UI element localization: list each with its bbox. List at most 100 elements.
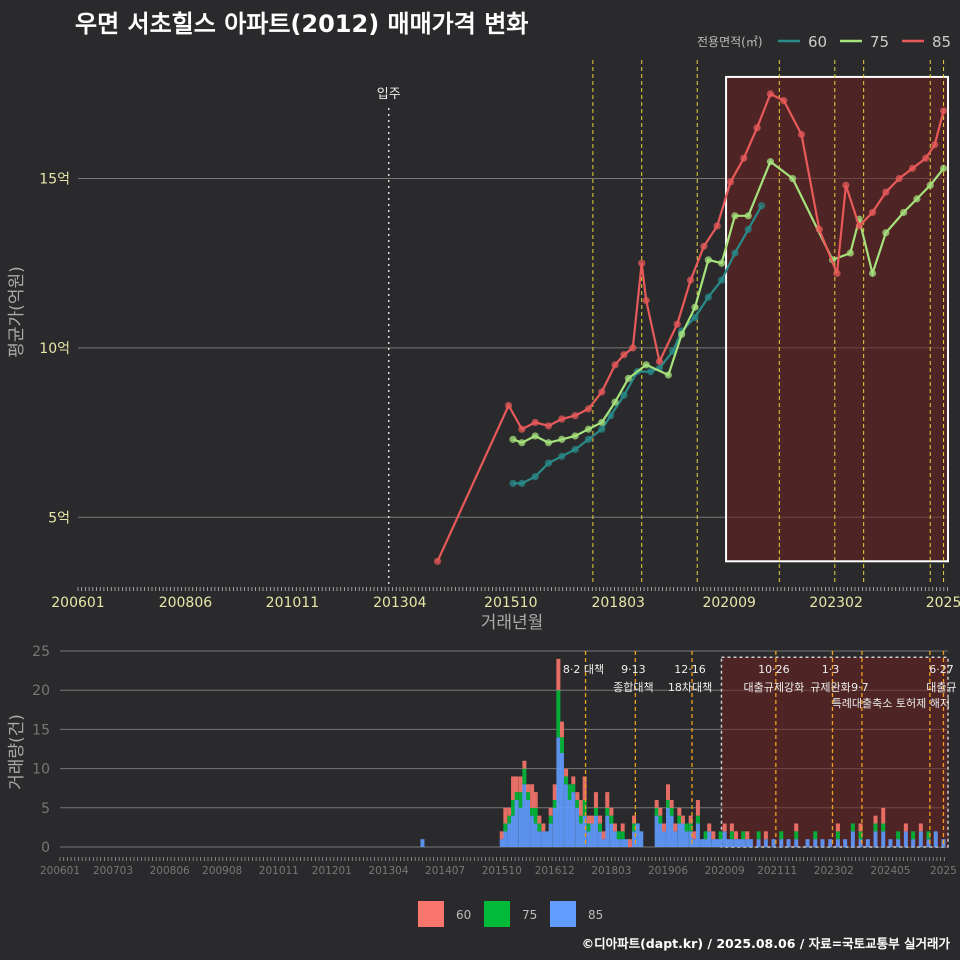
volume-y-tick-label: 25 (32, 644, 50, 660)
volume-bar-85 (590, 823, 595, 847)
data-point-60 (731, 249, 739, 257)
y-tick-label: 15억 (39, 172, 70, 188)
volume-bar-75 (835, 831, 840, 840)
data-point-75 (718, 259, 726, 267)
volume-bar-85 (586, 831, 591, 847)
volume-y-tick-label: 20 (32, 683, 50, 699)
footer-credit: ©디아파트(dapt.kr) / 2025.08.06 / 자료=국토교통부 실… (581, 936, 950, 951)
data-point-60 (757, 202, 766, 210)
volume-bar-60 (733, 831, 738, 840)
volume-bar-60 (903, 823, 908, 832)
data-point-75 (509, 435, 517, 443)
volume-bar-60 (590, 815, 595, 824)
data-point-60 (531, 473, 539, 481)
volume-bar-85 (711, 839, 716, 847)
volume-y-tick-label: 10 (32, 762, 50, 778)
volume-bar-85 (828, 839, 833, 847)
volume-bar-75 (873, 823, 878, 832)
volume-bar-75 (609, 815, 614, 824)
data-point-85 (655, 357, 664, 366)
volume-bar-60 (511, 776, 516, 800)
volume-bar-60 (499, 831, 504, 840)
volume-bar-60 (620, 823, 625, 832)
x-tick-label: 202009 (702, 595, 755, 611)
volume-bar-85 (794, 839, 799, 847)
volume-bar-60 (571, 776, 576, 785)
volume-bar-75 (548, 815, 553, 824)
data-point-85 (833, 269, 841, 277)
volume-bar-60 (556, 658, 561, 691)
data-point-85 (686, 276, 695, 284)
data-point-85 (673, 320, 681, 328)
volume-x-tick-label: 200806 (150, 865, 190, 877)
volume-bar-85 (850, 831, 855, 847)
data-point-60 (607, 412, 615, 420)
volume-bar-85 (805, 839, 810, 847)
volume-bar-75 (559, 737, 564, 753)
price-series (433, 90, 948, 565)
x-tick-label: 200806 (159, 595, 213, 611)
volume-bar-85 (888, 839, 893, 847)
volume-bar-85 (613, 831, 617, 847)
volume-bar-60 (673, 823, 678, 832)
data-point-75 (691, 303, 699, 311)
volume-bar-85 (733, 839, 738, 847)
data-point-75 (882, 229, 890, 237)
volume-bar-85 (632, 831, 637, 847)
highlight-box (725, 75, 949, 563)
volume-bar-85 (661, 831, 666, 847)
volume-bar-60 (598, 815, 603, 824)
data-point-85 (433, 557, 442, 565)
volume-x-tick-label: 202009 (705, 865, 745, 877)
volume-bar-85 (843, 839, 848, 847)
data-point-60 (620, 391, 628, 399)
data-point-60 (518, 479, 526, 487)
policy-sublabel: 18차대책 (668, 681, 712, 694)
volume-legend-label-85: 85 (588, 908, 603, 922)
volume-bar-85 (699, 839, 704, 847)
volume-bar-60 (666, 784, 671, 800)
x-tick-label: 200601 (51, 595, 104, 611)
data-point-60 (691, 313, 699, 322)
data-point-60 (598, 425, 606, 433)
volume-bar-85 (695, 823, 700, 847)
data-point-85 (895, 174, 903, 183)
volume-bar-85 (605, 815, 610, 847)
volume-bar-60 (613, 823, 617, 832)
data-point-85 (544, 422, 553, 430)
data-point-75 (744, 212, 752, 220)
policy-label: 12·16 (674, 663, 706, 676)
volume-bar-60 (518, 776, 523, 793)
volume-bar-85 (530, 815, 535, 847)
data-point-75 (704, 256, 712, 264)
volume-bar-60 (514, 776, 519, 793)
volume-x-tick-label: 200908 (202, 865, 242, 877)
volume-bar-85 (669, 815, 674, 847)
volume-bar-60 (835, 823, 840, 832)
policy-label: 1·3 (822, 663, 840, 676)
price-policy-lines (592, 60, 945, 585)
data-point-60 (544, 459, 553, 467)
volume-bar-85 (684, 831, 689, 847)
volume-bar-60 (609, 807, 614, 816)
data-point-75 (846, 249, 854, 257)
chart-title: 우면 서초힐스 아파트(2012) 매매가격 변화 (75, 10, 529, 38)
volume-bar-60 (688, 815, 693, 824)
volume-bar-75 (666, 799, 671, 808)
y-tick-label: 5억 (48, 510, 70, 526)
policy-label: 6·27 (929, 663, 954, 676)
policy-sublabel: 대출규 (926, 681, 956, 694)
x-tick-label: 201304 (373, 595, 427, 611)
volume-bar-75 (632, 823, 637, 832)
volume-bar-60 (918, 823, 923, 832)
volume-bar-75 (514, 792, 519, 800)
volume-bar-60 (661, 823, 666, 832)
volume-bar-85 (635, 823, 640, 847)
data-point-60 (744, 225, 752, 233)
volume-bar-60 (669, 799, 674, 808)
volume-bar-85 (692, 839, 697, 847)
volume-bar-85 (680, 823, 685, 847)
data-point-85 (931, 141, 939, 149)
volume-x-tick-label: 200703 (93, 865, 133, 877)
volume-bar-85 (911, 839, 916, 847)
